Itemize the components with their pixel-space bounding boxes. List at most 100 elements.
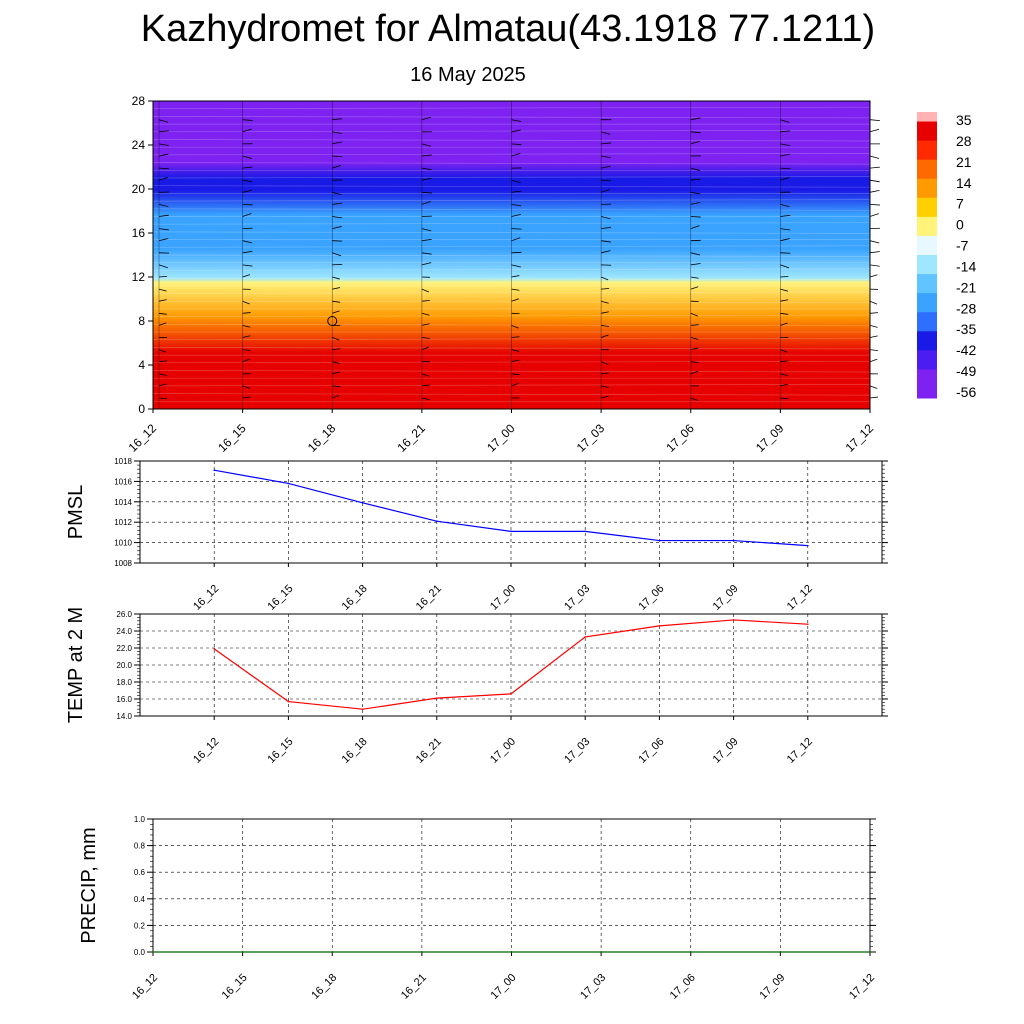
pmsl-point xyxy=(732,539,735,542)
wind-barb xyxy=(421,177,432,181)
x-tick-label: 17_03 xyxy=(562,736,592,766)
wind-barb xyxy=(511,325,519,329)
wind-barb xyxy=(601,165,611,169)
wind-barb xyxy=(158,153,169,157)
wind-barb xyxy=(242,312,251,314)
plot-frame xyxy=(139,460,883,564)
x-tick-label: 16_21 xyxy=(414,736,444,766)
y-tick-label: 12 xyxy=(132,270,146,284)
wind-barb xyxy=(511,382,519,387)
wind-barb xyxy=(601,189,611,193)
colorbar-segment xyxy=(917,340,937,351)
wind-barb xyxy=(511,264,521,268)
colorbar-segment xyxy=(917,226,937,237)
wind-barb xyxy=(242,166,253,169)
wind-barb xyxy=(780,276,789,278)
wind-barb xyxy=(158,143,169,146)
precip-point xyxy=(689,951,692,953)
wind-barb xyxy=(780,130,791,133)
y-tick-label: 1016 xyxy=(114,477,132,486)
precip-point xyxy=(331,951,334,953)
wind-barb xyxy=(690,252,701,256)
x-tick-label: 17_06 xyxy=(668,972,698,1002)
temp-2m-point xyxy=(732,619,735,621)
x-tick-label: 17_03 xyxy=(562,583,592,613)
y-tick-label: 16 xyxy=(132,226,146,240)
wind-barb xyxy=(600,334,609,338)
wind-barb xyxy=(690,178,701,181)
wind-barb xyxy=(242,358,250,363)
y-tick-label: 24.0 xyxy=(116,627,132,636)
wind-barb xyxy=(158,373,167,376)
wind-barb xyxy=(332,155,343,158)
wind-barb xyxy=(421,228,432,232)
x-tick-label: 16_18 xyxy=(309,972,339,1002)
x-tick-label: 17_12 xyxy=(785,736,815,766)
x-tick-label: 16_15 xyxy=(215,421,249,455)
wind-barb xyxy=(421,288,430,293)
colorbar-segment xyxy=(917,388,937,399)
wind-barb xyxy=(690,201,701,205)
wind-barb xyxy=(511,190,522,193)
wind-barb xyxy=(780,383,789,387)
wind-barb xyxy=(869,204,880,206)
y-tick-label: 1012 xyxy=(114,518,132,527)
wind-barb xyxy=(158,288,167,292)
wind-barb xyxy=(690,140,700,145)
y-tick-label: 18.0 xyxy=(116,678,132,687)
colorbar-segment xyxy=(917,350,937,361)
wind-barb xyxy=(869,358,878,363)
y-tick-label: 0 xyxy=(138,402,145,416)
wind-barb xyxy=(690,361,699,364)
wind-barb xyxy=(511,288,520,291)
precip-point xyxy=(510,951,513,953)
wind-barb xyxy=(869,385,878,389)
colorbar-segment xyxy=(917,274,937,285)
wind-barb xyxy=(601,325,610,327)
wind-barb xyxy=(242,274,251,278)
colorbar-label: 21 xyxy=(956,154,972,170)
wind-barb xyxy=(332,348,341,350)
wind-barb xyxy=(158,275,167,278)
wind-barb xyxy=(780,143,791,147)
colorbar-segment xyxy=(917,312,937,323)
wind-barb xyxy=(242,155,252,159)
wind-barb xyxy=(869,179,880,183)
colorbar-segment xyxy=(917,302,937,313)
colorbar-segment xyxy=(917,140,937,151)
wind-barb xyxy=(242,300,250,305)
wind-barb xyxy=(242,396,251,399)
wind-barb xyxy=(511,204,522,207)
wind-barb xyxy=(780,153,790,157)
wind-barb xyxy=(869,274,878,278)
wind-barb xyxy=(780,238,790,242)
colorbar-segment xyxy=(917,207,937,218)
wind-barb xyxy=(600,361,609,365)
wind-barb xyxy=(780,288,788,292)
wind-barb xyxy=(158,204,169,208)
y-tick-label: 20.0 xyxy=(116,661,132,670)
wind-barb xyxy=(158,238,169,242)
wind-barb xyxy=(601,288,610,290)
colorbar-segment xyxy=(917,197,937,208)
wind-barb xyxy=(780,299,789,302)
chart-subtitle: 16 May 2025 xyxy=(410,64,526,86)
wind-barb xyxy=(780,397,789,400)
wind-barb xyxy=(869,155,880,159)
x-tick-label: 17_06 xyxy=(636,583,666,613)
wind-barb xyxy=(158,322,167,326)
wind-barb xyxy=(690,337,699,340)
colorbar-label: -21 xyxy=(956,279,976,295)
wind-barb xyxy=(158,383,167,387)
wind-barb xyxy=(511,275,520,278)
colorbar-segment xyxy=(917,264,937,275)
x-tick-label: 17_03 xyxy=(578,972,608,1002)
wind-barb xyxy=(869,189,880,193)
pmsl-point xyxy=(361,502,364,504)
precip-point xyxy=(779,951,782,953)
wind-barb xyxy=(690,286,699,290)
x-tick-label: 16_12 xyxy=(191,736,221,766)
colorbar-segment xyxy=(917,169,937,180)
pmsl-point xyxy=(584,530,586,533)
x-tick-label: 17_00 xyxy=(488,583,518,613)
